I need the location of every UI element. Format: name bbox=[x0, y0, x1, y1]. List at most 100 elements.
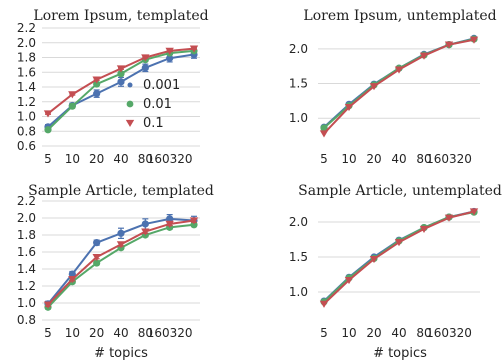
data-point bbox=[117, 78, 125, 86]
data-point bbox=[469, 36, 479, 44]
y-tick-label: 1.0 bbox=[17, 110, 36, 124]
data-point bbox=[93, 259, 101, 267]
x-axis-label: # topics bbox=[373, 346, 427, 361]
y-tick-label: 1.0 bbox=[289, 111, 308, 125]
data-point bbox=[419, 225, 429, 233]
x-tick-label: 160320 bbox=[426, 326, 472, 340]
x-tick-label: 40 bbox=[113, 326, 128, 340]
y-tick-label: 2.0 bbox=[289, 215, 308, 229]
legend-marker bbox=[126, 100, 134, 108]
x-tick-label: 5 bbox=[44, 326, 52, 340]
series-0-1 bbox=[319, 36, 479, 138]
data-point bbox=[117, 229, 125, 237]
y-tick-label: 2.0 bbox=[17, 36, 36, 50]
data-point bbox=[93, 239, 101, 247]
data-point bbox=[344, 276, 354, 285]
series-0-1 bbox=[319, 208, 479, 308]
y-tick-label: 0.8 bbox=[17, 124, 36, 138]
data-point bbox=[189, 217, 199, 225]
y-tick-label: 2.0 bbox=[289, 42, 308, 56]
data-point bbox=[165, 220, 174, 228]
data-point bbox=[93, 80, 101, 88]
panel-lorem-templated: Lorem Ipsum, templated 0.60.81.01.21.41.… bbox=[17, 8, 209, 166]
data-point bbox=[344, 103, 354, 112]
x-tick-label: 40 bbox=[391, 152, 406, 166]
x-tick-label: 80 bbox=[138, 152, 153, 166]
data-point bbox=[165, 47, 174, 55]
data-point bbox=[419, 52, 429, 60]
legend-label: 0.1 bbox=[143, 116, 164, 131]
legend-label: 0.01 bbox=[143, 97, 172, 112]
x-tick-label: 20 bbox=[366, 326, 381, 340]
y-tick-label: 1.8 bbox=[17, 51, 36, 65]
data-point bbox=[394, 66, 404, 74]
series-line bbox=[323, 210, 475, 305]
series-line bbox=[323, 38, 475, 135]
x-tick-label: 10 bbox=[65, 152, 80, 166]
data-point bbox=[44, 126, 52, 134]
x-tick-label: 10 bbox=[341, 326, 356, 340]
y-tick-label: 2.2 bbox=[17, 21, 36, 35]
data-point bbox=[43, 110, 53, 118]
data-point bbox=[189, 45, 199, 53]
series-line bbox=[323, 37, 475, 128]
x-tick-label: 5 bbox=[320, 152, 328, 166]
series-line bbox=[323, 210, 475, 302]
y-tick-label: 1.6 bbox=[17, 245, 36, 259]
x-tick-label: 40 bbox=[391, 326, 406, 340]
data-point bbox=[92, 253, 101, 262]
x-tick-label: 80 bbox=[416, 152, 431, 166]
data-point bbox=[394, 239, 404, 247]
panel-sample-untemplated: Sample Article, untemplated # topics 1.0… bbox=[289, 183, 502, 361]
x-tick-label: 80 bbox=[416, 326, 431, 340]
data-point bbox=[116, 65, 126, 73]
data-point bbox=[469, 208, 479, 216]
data-point bbox=[93, 90, 101, 98]
y-tick-label: 1.0 bbox=[289, 285, 308, 299]
x-tick-label: 160320 bbox=[147, 152, 193, 166]
panel-sample-templated: Sample Article, templated # topics 0.8 1.… bbox=[17, 183, 214, 361]
data-point bbox=[141, 54, 150, 62]
data-point bbox=[68, 91, 77, 99]
data-point bbox=[68, 102, 76, 110]
data-point bbox=[68, 276, 77, 284]
data-point bbox=[117, 70, 125, 78]
data-point bbox=[141, 228, 150, 236]
panel-title: Sample Article, untemplated bbox=[298, 183, 502, 199]
y-tick-label: 1.8 bbox=[17, 228, 36, 242]
data-point bbox=[444, 214, 454, 222]
legend-label: 0.001 bbox=[143, 78, 180, 93]
y-tick-label: 1.4 bbox=[17, 262, 36, 276]
x-tick-label: 160320 bbox=[147, 326, 193, 340]
data-point bbox=[444, 41, 454, 49]
x-tick-label: 5 bbox=[320, 326, 328, 340]
y-tick-label: 1.2 bbox=[17, 95, 36, 109]
legend-marker bbox=[125, 119, 135, 127]
x-tick-label: 20 bbox=[89, 326, 104, 340]
series-0-1 bbox=[43, 45, 199, 118]
x-tick-label: 20 bbox=[89, 152, 104, 166]
data-point bbox=[369, 83, 379, 91]
data-point bbox=[319, 300, 329, 308]
data-point bbox=[166, 215, 174, 223]
y-tick-label: 1.0 bbox=[17, 296, 36, 310]
data-point bbox=[320, 124, 328, 132]
x-tick-label: 40 bbox=[113, 152, 128, 166]
panel-title: Sample Article, templated bbox=[28, 183, 214, 199]
y-tick-label: 1.4 bbox=[17, 80, 36, 94]
y-tick-label: 0.8 bbox=[17, 313, 36, 327]
data-point bbox=[141, 220, 149, 228]
y-tick-label: 1.5 bbox=[289, 77, 308, 91]
x-tick-label: 10 bbox=[65, 326, 80, 340]
panel-lorem-untemplated: Lorem Ipsum, untemplated 1.0 1.5 2.0 5 10 20 4… bbox=[289, 8, 497, 166]
y-tick-label: 2.2 bbox=[17, 194, 36, 208]
data-point bbox=[116, 241, 126, 249]
panel-title: Lorem Ipsum, untemplated bbox=[303, 8, 496, 24]
data-point bbox=[166, 54, 174, 62]
x-tick-label: 5 bbox=[44, 152, 52, 166]
x-tick-label: 20 bbox=[366, 152, 381, 166]
y-tick-label: 1.5 bbox=[289, 250, 308, 264]
data-point bbox=[92, 76, 101, 84]
y-tick-label: 1.2 bbox=[17, 279, 36, 293]
